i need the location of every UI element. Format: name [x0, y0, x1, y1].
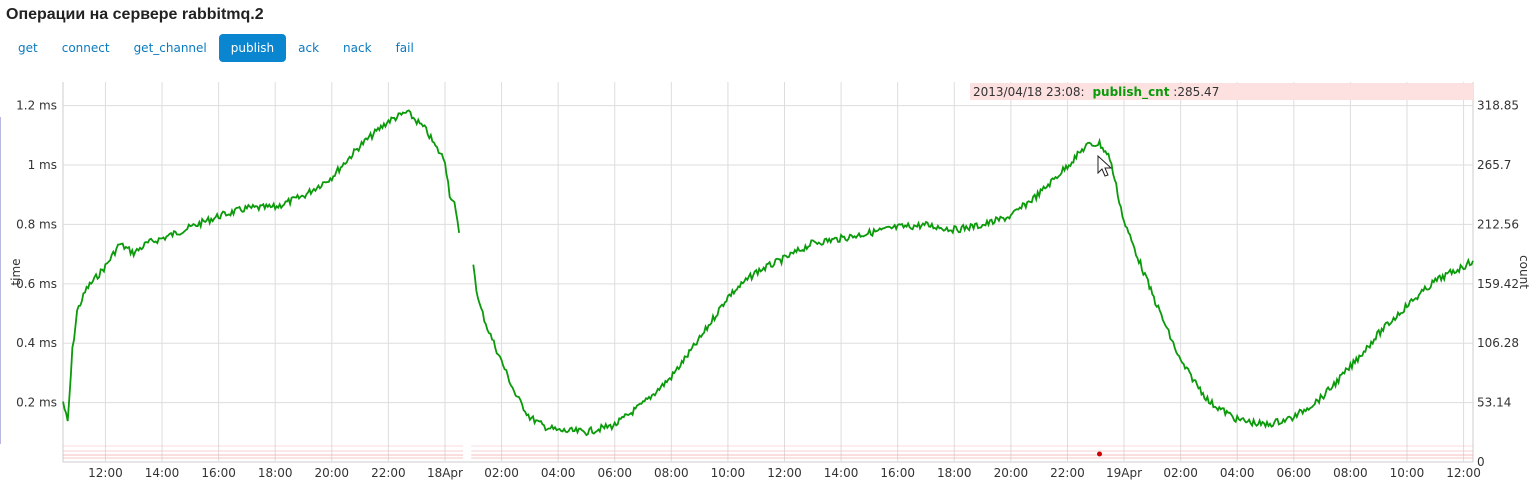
x-tick-label: 18Apr	[427, 466, 463, 480]
x-tick-label: 22:00	[371, 466, 406, 480]
x-tick-label: 06:00	[1277, 466, 1312, 480]
left-tick-label: 1.2 ms	[16, 99, 57, 113]
page-title: Операции на сервере rabbitmq.2	[6, 6, 264, 23]
right-tick-label: 159.42	[1477, 277, 1519, 291]
left-tick-label: 1 ms	[28, 158, 57, 172]
cursor-icon	[1097, 154, 1113, 177]
x-tick-label: 04:00	[1220, 466, 1255, 480]
x-tick-label: 10:00	[711, 466, 746, 480]
crosshair	[0, 117, 1103, 457]
series-line-publish-cnt	[472, 137, 1474, 437]
x-tick-label: 22:00	[1050, 466, 1085, 480]
right-tick-label: 265.7	[1477, 158, 1511, 172]
right-tick-label: 53.14	[1477, 396, 1511, 410]
right-tick-label: 106.28	[1477, 336, 1519, 350]
x-axis: 12:00 14:00 16:00 18:00 20:00 22:00 18Apr 02:00…	[88, 466, 1481, 480]
x-tick-label: 18:00	[258, 466, 293, 480]
tab-get-channel[interactable]: get_channel	[133, 41, 207, 55]
right-axis: 0 53.14 106.28 159.42 212.56 265.7 318.85	[1477, 99, 1519, 469]
tooltip-time: 2013/04/18 23:08:	[973, 85, 1085, 99]
left-tick-label: 0.6 ms	[16, 277, 57, 291]
right-tick-label: 212.56	[1477, 217, 1519, 231]
x-tick-label: 14:00	[145, 466, 180, 480]
operation-tabs: get connect get_channel publish ack nack…	[6, 34, 426, 62]
left-axis-title: time	[9, 258, 23, 285]
tab-connect[interactable]: connect	[61, 41, 110, 55]
series-line-publish-cnt	[62, 109, 460, 422]
x-tick-label: 02:00	[1163, 466, 1198, 480]
x-tick-label: 20:00	[994, 466, 1029, 480]
x-tick-label: 12:00	[88, 466, 123, 480]
left-tick-label: 0.2 ms	[16, 396, 57, 410]
x-tick-label: 04:00	[541, 466, 576, 480]
tab-publish[interactable]: publish	[218, 34, 287, 62]
chart-grid	[62, 82, 1474, 463]
right-tick-label: 318.85	[1477, 99, 1519, 113]
marker-dot	[1097, 451, 1103, 457]
tab-get[interactable]: get	[18, 41, 38, 55]
x-tick-label: 12:00	[1446, 466, 1481, 480]
x-tick-label: 02:00	[484, 466, 519, 480]
noise-band	[63, 445, 1473, 459]
tooltip-value: :285.47	[1173, 85, 1219, 99]
x-tick-label: 18:00	[937, 466, 972, 480]
left-tick-label: 0.4 ms	[16, 336, 57, 350]
left-tick-label: 0.8 ms	[16, 217, 57, 231]
tab-nack[interactable]: nack	[343, 41, 372, 55]
x-tick-label: 06:00	[597, 466, 632, 480]
x-tick-label: 08:00	[1333, 466, 1368, 480]
x-tick-label: 19Apr	[1106, 466, 1142, 480]
x-tick-label: 20:00	[314, 466, 349, 480]
right-axis-title: count	[1517, 255, 1531, 289]
time-series-chart[interactable]: 0.2 ms 0.4 ms 0.6 ms 0.8 ms 1 ms 1.2 ms 0 53.1…	[0, 70, 1539, 493]
x-tick-label: 16:00	[880, 466, 915, 480]
right-tick-label: 0	[1477, 455, 1485, 469]
left-axis: 0.2 ms 0.4 ms 0.6 ms 0.8 ms 1 ms 1.2 ms	[16, 99, 57, 410]
tooltip-text: 2013/04/18 23:08: publish_cnt :285.47	[973, 85, 1219, 100]
tab-ack[interactable]: ack	[298, 41, 320, 55]
x-tick-label: 16:00	[201, 466, 236, 480]
tooltip: 2013/04/18 23:08: publish_cnt :285.47	[970, 83, 1473, 100]
tooltip-background	[970, 83, 1473, 100]
series-layer	[62, 109, 1474, 437]
x-tick-label: 14:00	[824, 466, 859, 480]
tab-fail[interactable]: fail	[395, 41, 414, 55]
tooltip-series-name: publish_cnt	[1092, 85, 1169, 100]
x-tick-label: 12:00	[767, 466, 802, 480]
x-tick-label: 08:00	[654, 466, 689, 480]
x-tick-label: 10:00	[1390, 466, 1425, 480]
